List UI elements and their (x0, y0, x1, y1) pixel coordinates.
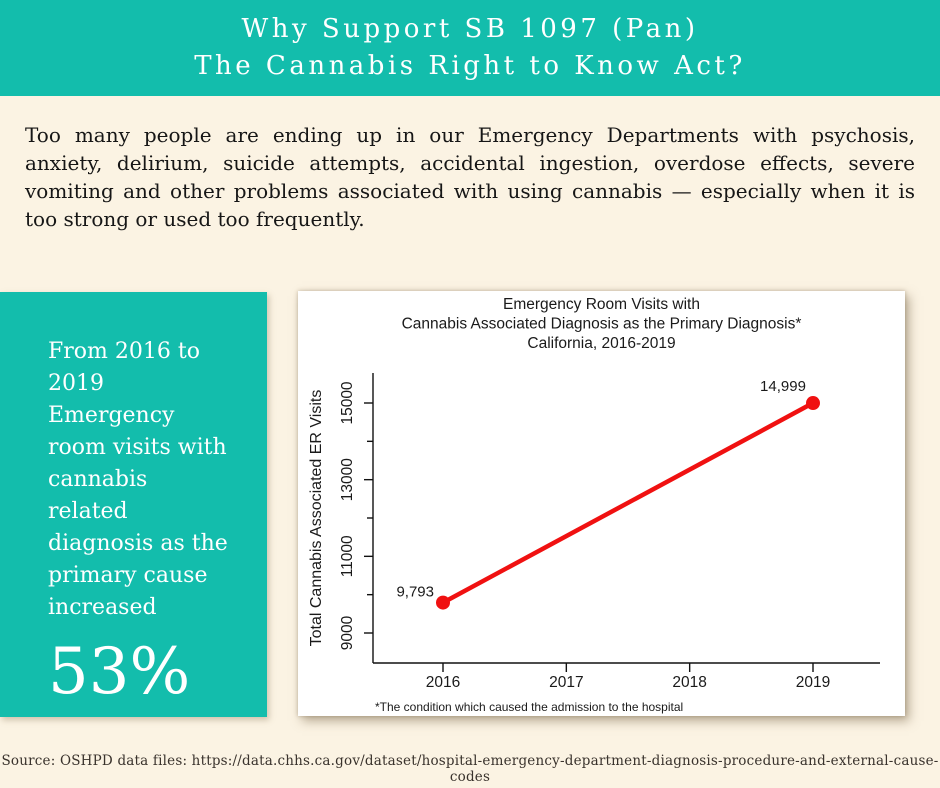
header-banner: Why Support SB 1097 (Pan) The Cannabis R… (0, 0, 940, 96)
stat-callout-box: From 2016 to 2019 Emergency room visits … (0, 292, 267, 717)
data-point-label: 9,793 (396, 584, 434, 601)
data-point-label: 14,999 (760, 378, 806, 395)
chart-title-line: California, 2016-2019 (527, 335, 675, 352)
x-tick-label: 2018 (672, 674, 706, 691)
trend-line (440, 400, 816, 605)
data-point (436, 595, 450, 610)
chart-title-line: Emergency Room Visits with (503, 296, 700, 313)
y-tick-label: 15000 (339, 381, 356, 424)
source-footer: Source: OSHPD data files: https://data.c… (1, 753, 939, 785)
x-tick-label: 2016 (426, 674, 460, 691)
y-tick-label: 9000 (339, 615, 356, 650)
intro-paragraph: Too many people are ending up in our Eme… (25, 123, 915, 231)
x-tick-label: 2017 (549, 674, 583, 691)
header-title-line2: The Cannabis Right to Know Act? (194, 51, 746, 81)
data-point (806, 396, 820, 411)
stat-callout-text: From 2016 to 2019 Emergency room visits … (48, 339, 228, 620)
chart-footnote: *The condition which caused the admissio… (375, 700, 683, 714)
stat-callout-value: 53% (48, 635, 191, 709)
er-visits-chart-svg: Emergency Room Visits with Cannabis Assoc… (308, 296, 880, 714)
chart-title-line: Cannabis Associated Diagnosis as the Pri… (402, 316, 802, 333)
x-tick-label: 2019 (796, 674, 830, 691)
y-tick-label: 13000 (339, 458, 356, 501)
y-axis-title: Total Cannabis Associated ER Visits (308, 390, 325, 647)
chart-panel: Emergency Room Visits with Cannabis Assoc… (298, 291, 905, 716)
header-title-line1: Why Support SB 1097 (Pan) (241, 14, 699, 44)
y-tick-label: 11000 (339, 535, 356, 577)
